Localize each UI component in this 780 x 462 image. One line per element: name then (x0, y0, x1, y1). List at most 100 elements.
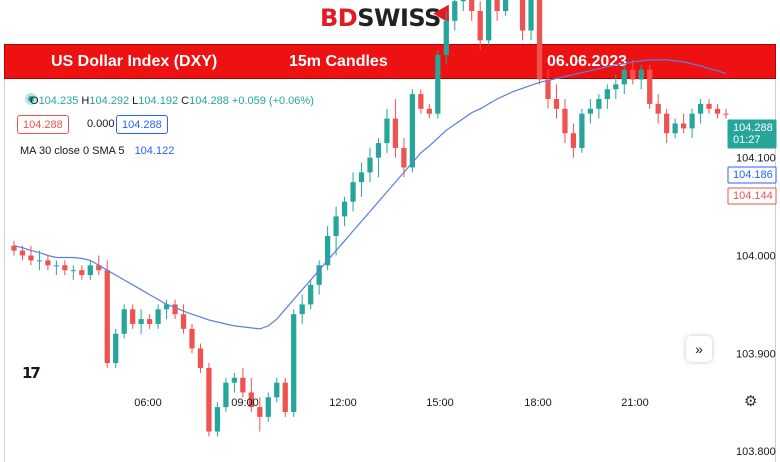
candle-body (350, 182, 356, 202)
candle-body (570, 133, 577, 148)
candle-body (494, 0, 500, 11)
candle-body (70, 270, 76, 272)
tradingview-logo[interactable]: 17 (22, 364, 41, 382)
brand-logo: BDSWISS (0, 0, 780, 40)
ma-price-tag-bg (727, 166, 777, 184)
candle-body (104, 270, 110, 364)
candle-body (375, 143, 382, 158)
candle-body (401, 147, 407, 168)
candle-body (138, 319, 144, 324)
candle-body (265, 397, 271, 417)
x-tick-label: 18:00 (524, 397, 552, 409)
candle-body (672, 123, 678, 134)
candle-body (214, 407, 221, 432)
y-tick-label: 104.100 (736, 153, 776, 165)
ma-legend[interactable]: MA 30 close 0 SMA 5 104.122 (20, 145, 174, 157)
candle-body (409, 94, 416, 168)
ma-label: MA 30 close 0 SMA 5 (20, 145, 125, 157)
close-key: C (181, 95, 190, 107)
candle-body (291, 314, 297, 412)
candle-body (130, 309, 136, 324)
candle-body (197, 348, 204, 368)
close-value: 104.288 (189, 95, 229, 107)
y-tick-label: 103.800 (736, 446, 776, 458)
open-key: O (30, 95, 39, 107)
candle-body (469, 0, 475, 11)
last-price-tag-text: 104.288 (733, 122, 773, 134)
candle-body (28, 255, 34, 261)
candle-body (172, 304, 178, 315)
buy-price-box[interactable]: 104.288 (116, 115, 168, 134)
candle-body (460, 0, 466, 2)
y-tick-label: 103.900 (736, 348, 776, 360)
candle-body (486, 0, 492, 41)
candle-body (562, 108, 568, 134)
brand-swiss: SWISS (357, 4, 441, 32)
candle-body (53, 265, 60, 267)
x-tick-label: 15:00 (426, 397, 454, 409)
change-value: +0.059 (+0.06%) (231, 95, 314, 107)
candle-body (697, 103, 704, 114)
candle-body (19, 250, 26, 256)
candle-body (257, 407, 263, 417)
candle-body (163, 304, 170, 310)
candle-body (587, 108, 594, 114)
ma-price-tag-text: 104.186 (733, 169, 773, 181)
candle-body (384, 118, 390, 144)
candle-body (519, 0, 526, 31)
candle-body (282, 382, 288, 412)
candle-body (367, 157, 373, 173)
candle-body (62, 265, 68, 271)
candle-body (545, 79, 551, 100)
candle-body (621, 69, 627, 85)
candle-body (604, 89, 610, 100)
candle-body (96, 265, 102, 271)
candle-body (299, 304, 305, 315)
x-tick-label: 12:00 (329, 397, 357, 409)
scroll-forward-button[interactable]: » (686, 336, 712, 362)
candle-body (223, 382, 229, 408)
candle-body (358, 172, 365, 183)
candle-body (706, 103, 712, 109)
candle-body (146, 319, 153, 324)
candle-body (536, 0, 543, 80)
candle-body (231, 377, 238, 383)
candle-body (274, 382, 280, 398)
candle-body (341, 201, 348, 217)
candle-body (248, 392, 254, 408)
x-tick-label: 09:00 (231, 397, 259, 409)
candle-body (316, 265, 322, 285)
candle-body (613, 84, 619, 90)
candle-body (452, 1, 458, 21)
candle-body (435, 55, 441, 114)
candle-body (638, 69, 644, 80)
candle-body (477, 11, 483, 41)
candle-body (426, 108, 432, 114)
high-key: H (81, 95, 90, 107)
candle-body (528, 0, 534, 31)
candle-body (680, 123, 687, 129)
candle-body (189, 328, 195, 349)
candle-body (553, 99, 560, 109)
brand-bd: BD (320, 4, 358, 32)
candle-body (206, 367, 212, 432)
open-value: 104.235 (38, 95, 79, 107)
low-value: 104.192 (138, 95, 179, 107)
ma-legend-value: 104.122 (134, 145, 175, 157)
sell-price-box[interactable]: 104.288 (17, 115, 69, 134)
low-key: L (132, 95, 139, 107)
gear-icon[interactable]: ⚙ (744, 393, 758, 410)
y-tick-label: 104.000 (736, 251, 776, 263)
candle-body (392, 118, 399, 148)
candle-body (647, 69, 653, 104)
candle-body (308, 284, 314, 305)
instrument-title: US Dollar Index (DXY) (51, 53, 218, 70)
candle-body (664, 113, 670, 134)
brand-wordmark: BDSWISS (320, 4, 441, 32)
candle-body (689, 113, 695, 129)
last-price-tag-text: 01:27 (733, 134, 761, 146)
ohlc-legend: O104.235 H104.292 L104.192 C104.288 +0.0… (30, 95, 314, 107)
candle-body (87, 265, 93, 276)
candle-body (79, 270, 85, 276)
